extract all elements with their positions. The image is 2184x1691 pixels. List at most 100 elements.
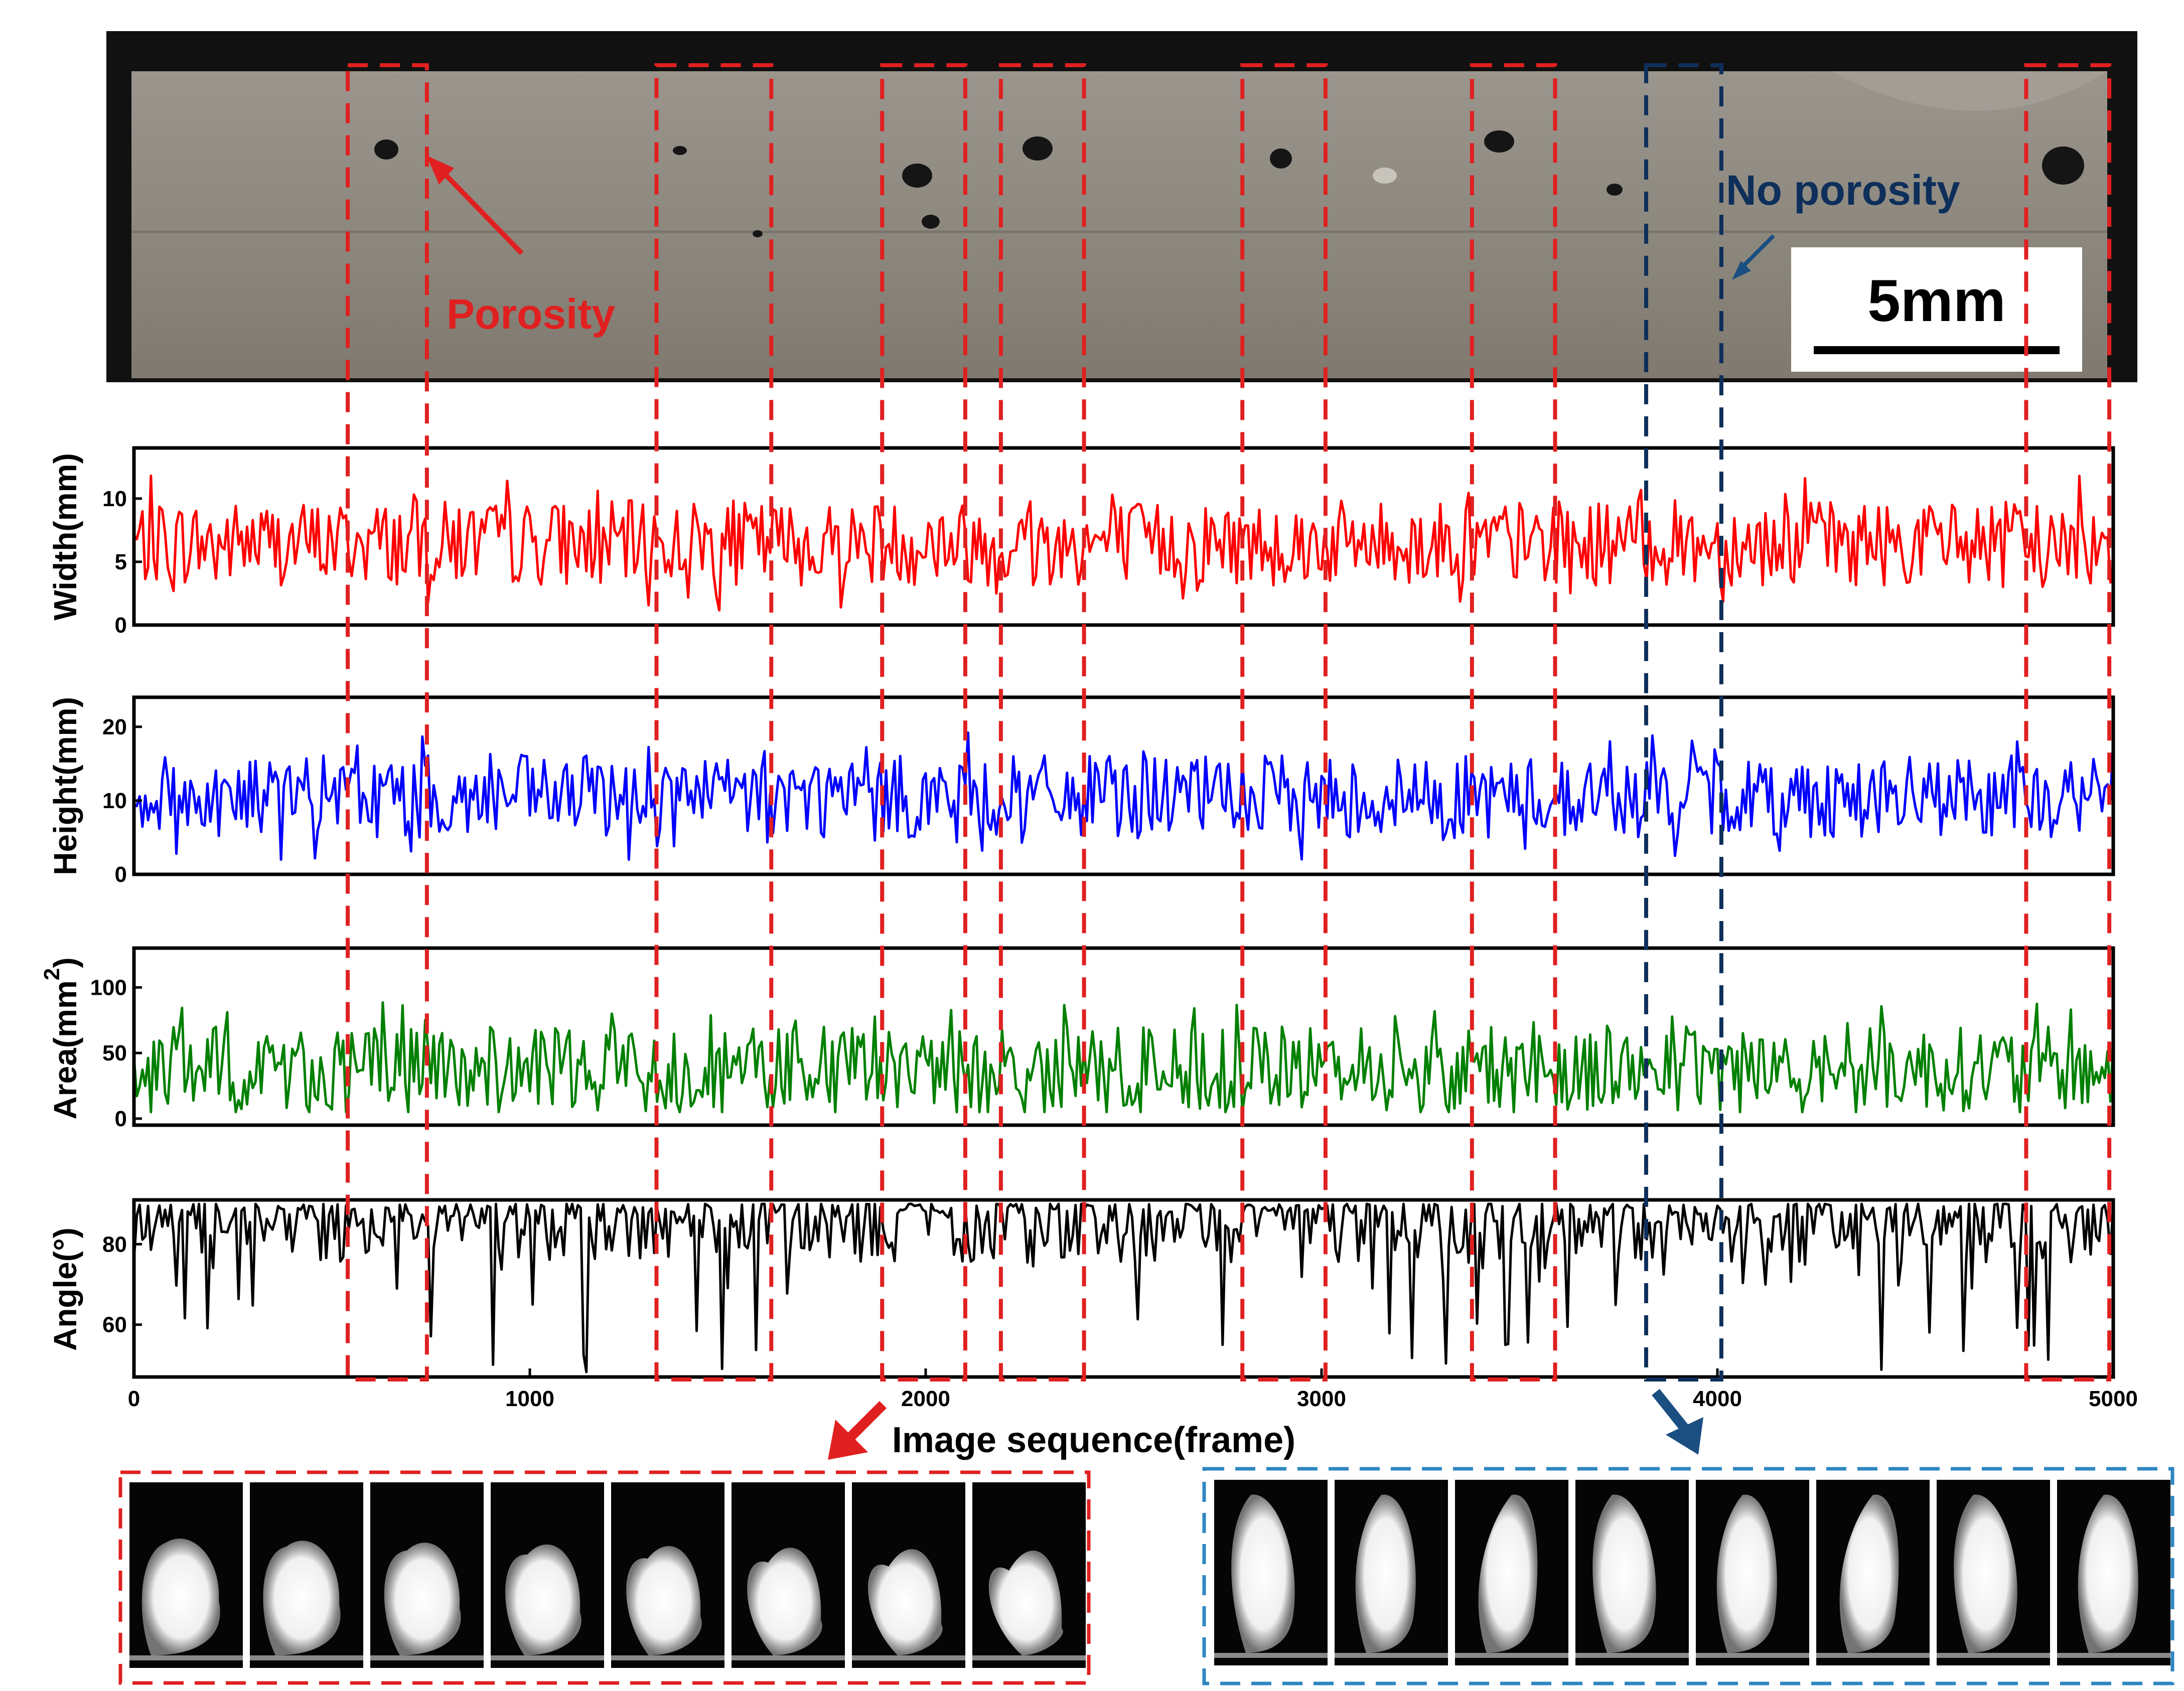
weld-image: Porosity No porosity 5mm (106, 31, 2137, 382)
angle-panel: 60 80 Angle(°) (47, 1198, 2115, 1379)
area-ylabel-main: Area(mm (47, 980, 83, 1119)
pore (2042, 146, 2084, 185)
angle-ylabel: Angle(°) (47, 1227, 83, 1351)
porosity-region-box (1470, 63, 1557, 1381)
pore (922, 215, 940, 229)
ytick-label: 10 (102, 789, 127, 813)
porosity-frames-panel (118, 1470, 1091, 1685)
molten-pool-frame-icon (732, 1482, 845, 1668)
height-panel-frame (132, 695, 2115, 876)
molten-pool-frame-icon (370, 1482, 484, 1668)
pore (753, 230, 763, 237)
xtick-label: 3000 (1297, 1387, 1346, 1411)
porosity-region-box (1240, 63, 1328, 1381)
no-porosity-label: No porosity (1726, 167, 1960, 214)
pore (902, 164, 932, 188)
porosity-frames-arrow (844, 1401, 887, 1444)
ytick-label: 5 (115, 550, 127, 574)
ytick-label: 0 (115, 613, 127, 638)
height-ylabel: Height(mm) (47, 697, 83, 875)
weld-top-bulge (1831, 71, 2107, 111)
porosity-label: Porosity (447, 290, 615, 338)
porosity-region-box (654, 63, 774, 1381)
area-ylabel-close: ) (47, 957, 83, 968)
ytick-label: 0 (115, 1107, 127, 1131)
pore (673, 146, 687, 155)
molten-pool-frame-icon (972, 1482, 1086, 1668)
porosity-frames (129, 1482, 1086, 1668)
ytick-label: 100 (90, 975, 127, 1000)
highlight-regions (346, 63, 2112, 1381)
no-porosity-region-box (1644, 63, 1723, 1381)
molten-pool-frame-icon (491, 1482, 604, 1668)
molten-pool-frame-icon (1335, 1480, 1448, 1665)
width-ytick-group: 0 5 10 (102, 487, 142, 638)
ytick-label: 10 (102, 487, 127, 511)
height-panel: 0 10 20 Height(mm) (47, 695, 2115, 887)
area-series (132, 1001, 2115, 1114)
clean-frames-arrow (1652, 1389, 1690, 1433)
pore-group (374, 130, 2084, 237)
ytick-label: 60 (102, 1313, 127, 1337)
pore (1484, 130, 1514, 152)
molten-pool-frame-icon (1455, 1480, 1568, 1665)
width-series (132, 475, 2115, 612)
porosity-frames-box (118, 1470, 1091, 1685)
clean-frames-panel (1202, 1467, 2174, 1685)
molten-pool-frame-icon (852, 1482, 965, 1668)
angle-series (132, 1202, 2115, 1373)
angle-panel-frame (132, 1198, 2115, 1379)
area-panel: 0 50 100 Area(mm2) (40, 946, 2115, 1131)
molten-pool-frame-icon (1575, 1480, 1689, 1665)
molten-pool-frame-icon (611, 1482, 724, 1668)
molten-pool-frame-icon (1214, 1480, 1328, 1665)
clean-frames-arrow-head-icon (1666, 1417, 1703, 1455)
x-tick-group: 0 1000 2000 3000 4000 5000 (128, 1368, 2138, 1411)
porosity-region-box (880, 63, 967, 1381)
height-ytick-group: 0 10 20 (102, 715, 142, 887)
clean-frames (1214, 1480, 2170, 1665)
pore (374, 139, 398, 160)
xtick-label: 2000 (901, 1387, 950, 1411)
ytick-label: 80 (102, 1232, 127, 1257)
area-ylabel: Area(mm2) (40, 957, 83, 1119)
width-panel-frame (132, 446, 2115, 627)
porosity-region-box (346, 63, 429, 1381)
series-line (132, 1202, 2115, 1373)
pore (1270, 148, 1292, 169)
molten-pool-frame-icon (129, 1482, 243, 1668)
width-panel: 0 5 10 Width(mm) (47, 446, 2115, 638)
area-ylabel-sup: 2 (40, 968, 64, 980)
series-line (132, 475, 2115, 612)
no-porosity-arrow-head-icon (1732, 261, 1751, 280)
bottom-arrows (828, 1389, 1703, 1460)
xtick-label: 1000 (505, 1387, 554, 1411)
ytick-label: 50 (102, 1041, 127, 1065)
bright-spot (1373, 168, 1397, 184)
scale-bar-label: 5mm (1867, 268, 2005, 334)
molten-pool-frame-icon (1816, 1480, 1930, 1665)
porosity-arrow-head-icon (426, 156, 454, 185)
area-ytick-group: 0 50 100 (90, 975, 142, 1131)
xtick-label: 4000 (1693, 1387, 1742, 1411)
porosity-region-box (998, 63, 1086, 1381)
series-line (132, 1001, 2115, 1114)
porosity-frames-arrow-head-icon (828, 1420, 868, 1460)
width-ylabel: Width(mm) (47, 453, 83, 621)
xtick-label: 5000 (2089, 1387, 2138, 1411)
molten-pool-frame-icon (1937, 1480, 2050, 1665)
series-line (133, 731, 2115, 861)
molten-pool-frame-icon (2057, 1480, 2170, 1665)
clean-frames-box (1202, 1467, 2174, 1685)
area-panel-frame (132, 946, 2115, 1127)
molten-pool-frame-icon (1696, 1480, 1809, 1665)
height-series (133, 731, 2115, 861)
scale-bar (1814, 346, 2060, 354)
xtick-label: 0 (128, 1387, 140, 1411)
porosity-arrow (437, 166, 524, 255)
weld-bead (131, 71, 2107, 378)
ytick-label: 0 (115, 862, 127, 887)
pore (1607, 184, 1623, 196)
